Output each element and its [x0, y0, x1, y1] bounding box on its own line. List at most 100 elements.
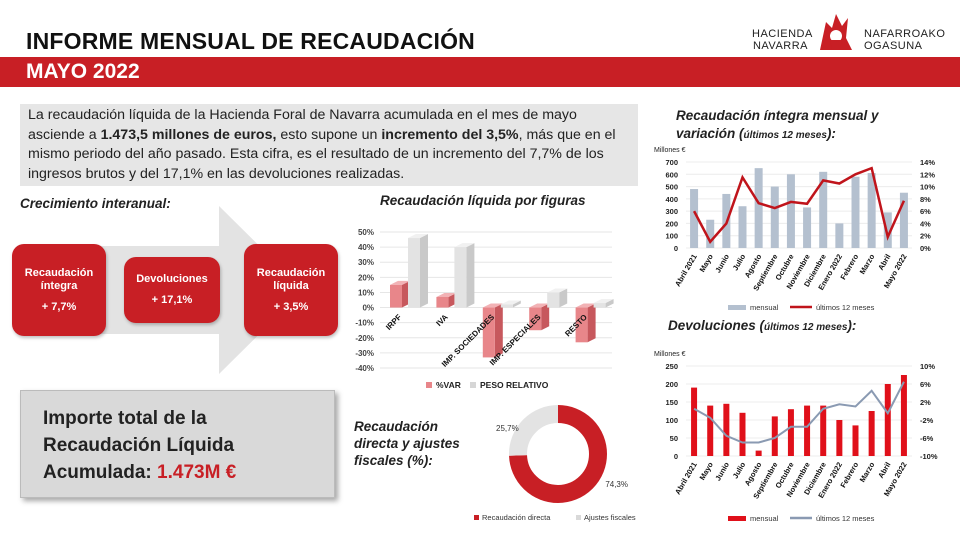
legend-swatch-var [426, 382, 432, 388]
page-subtitle: MAYO 2022 [26, 60, 140, 83]
x-category-label: Junio [713, 460, 731, 482]
chart-directa: 74,3% 25,7% Recaudación directa Ajustes fis… [474, 405, 636, 522]
bar-mensual [691, 387, 698, 456]
chart-devoluciones-title: Devoluciones (últimos 12 meses): [668, 318, 856, 333]
chart-figuras: 50%40%30%20%10%0%-10%-20%-30%-40%IRPF IVA… [355, 228, 614, 390]
y-tick-label: 40% [358, 243, 374, 252]
bar-top [500, 300, 521, 305]
legend-swatch-peso [470, 382, 476, 388]
legend-label-ajustes: Ajustes fiscales [584, 513, 636, 522]
legend-swatch-ajustes [576, 515, 581, 520]
bar--var [482, 307, 495, 358]
y-left-tick-label: 100 [665, 416, 678, 425]
bar-mensual [852, 425, 859, 456]
bar-top [593, 299, 614, 304]
bar--var [529, 307, 542, 331]
y-tick-label: -40% [355, 364, 374, 373]
title-small: últimos 12 meses [743, 130, 827, 141]
bar-top [529, 303, 550, 308]
line-ultimos-12-meses [692, 166, 906, 245]
y-right-tick-label: 14% [920, 158, 935, 167]
legend-label-mensual: mensual [750, 514, 779, 523]
y-right-tick-label: 12% [920, 170, 935, 179]
y-right-tick-label: -6% [920, 434, 934, 443]
intro-text-3: , más que en el mismo periodo del año pa… [28, 126, 616, 182]
y-left-tick-label: 700 [665, 158, 678, 167]
bar-mensual [707, 405, 714, 456]
y-right-tick-label: 10% [920, 183, 935, 192]
unit-label: Millones € [654, 147, 686, 154]
bar-mensual [739, 412, 746, 456]
x-category-label: Abril [876, 461, 892, 480]
bar-mensual [820, 405, 827, 456]
x-category-label: Marzo [858, 252, 877, 276]
bar-peso-relativo [408, 238, 420, 308]
legend-label-line: últimos 12 meses [816, 303, 875, 312]
legend-swatch-directa [474, 515, 479, 520]
tile-label: Recaudación íntegra [24, 266, 94, 292]
hacienda-navarra-logo: HACIENDA NAVARRA NAFARROAKO OGASUNA [752, 10, 946, 54]
bar-side [559, 288, 568, 308]
y-left-tick-label: 150 [665, 398, 678, 407]
y-left-tick-label: 400 [665, 195, 678, 204]
bar-side [448, 292, 457, 308]
bar-top [575, 303, 596, 308]
legend-label-var: %VAR [436, 380, 461, 390]
y-right-tick-label: 6% [920, 207, 931, 216]
y-right-tick-label: -2% [920, 416, 934, 425]
unit-label: Millones € [654, 351, 686, 358]
bar-side [512, 300, 521, 308]
bar-mensual [804, 405, 811, 456]
intro-increment: incremento del 3,5% [381, 126, 519, 143]
x-category-label: Abril [876, 252, 892, 271]
bar-mensual [819, 171, 828, 248]
logo-text-right-1: NAFARROAKO [864, 28, 946, 40]
y-tick-label: 0% [362, 304, 374, 313]
intro-paragraph: La recaudación líquida de la Hacienda Fo… [20, 104, 638, 186]
chart-integra: Millones € 700 600 500 400 300 200 100 0 14% 12% 10… [654, 147, 935, 312]
tile-recaudacion-integra: Recaudación íntegra + 7,7% [12, 244, 106, 336]
bar-side [494, 303, 503, 358]
logo-text-left-2: NAVARRA [752, 40, 808, 52]
bar-mensual [883, 212, 892, 248]
bar-side [541, 303, 550, 331]
bar-mensual [835, 223, 844, 248]
y-tick-label: 10% [358, 288, 374, 297]
tile-label: Recaudación líquida [256, 266, 326, 292]
y-right-tick-label: 10% [920, 362, 935, 371]
y-left-tick-label: 200 [665, 219, 678, 228]
logo-text-left-1: HACIENDA [752, 28, 813, 40]
legend-label-mensual: mensual [750, 303, 779, 312]
x-category-label: Abril 2021 [673, 253, 699, 289]
title-end: ): [826, 126, 836, 141]
bar--var [390, 284, 402, 308]
y-left-tick-label: 200 [665, 380, 678, 389]
legend-label-peso: PESO RELATIVO [480, 380, 549, 390]
y-right-tick-label: 2% [920, 398, 931, 407]
importe-line-3: Acumulada: [43, 462, 158, 483]
x-category-label: IVA [434, 312, 450, 328]
bar-mensual [723, 403, 730, 456]
bar-mensual [771, 416, 778, 456]
title-small: últimos 12 meses [764, 322, 848, 333]
y-tick-label: -20% [355, 334, 374, 343]
tile-value: + 7,7% [41, 300, 77, 313]
chart-figuras-title: Recaudación líquida por figuras [380, 193, 586, 208]
tile-label: Devoluciones [136, 273, 208, 285]
importe-value: 1.473M € [157, 462, 237, 483]
y-tick-label: -10% [355, 319, 374, 328]
y-tick-label: 20% [358, 273, 374, 282]
title-end: ): [847, 318, 857, 333]
y-tick-label: -30% [355, 349, 374, 358]
title-band [0, 57, 960, 87]
bar-side [587, 303, 596, 343]
x-category-label: Abril 2021 [673, 461, 699, 497]
importe-line-2: Recaudación Líquida [43, 435, 235, 456]
legend-swatch-mensual [728, 305, 746, 310]
y-left-tick-label: 500 [665, 183, 678, 192]
bar--var [436, 296, 449, 308]
bar-top [408, 234, 428, 239]
bar-mensual [755, 450, 762, 456]
chart-integra-title: Recaudación íntegra mensual y variación … [676, 107, 916, 145]
bar-top [482, 303, 503, 308]
